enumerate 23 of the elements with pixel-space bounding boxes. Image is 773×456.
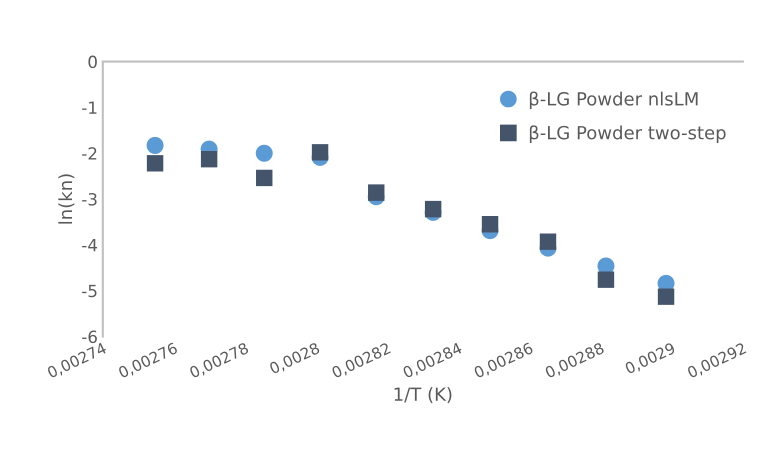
- point: [368, 184, 384, 201]
- y-tick-label: -6: [82, 330, 97, 344]
- y-tick-label: -1: [82, 102, 96, 114]
- point: [598, 271, 614, 288]
- point: [146, 136, 164, 154]
- legend-label: β-LG Powder nlsLM: [530, 92, 698, 110]
- y-axis-title: ln(kn): [58, 174, 74, 224]
- point: [146, 155, 164, 172]
- y-tick-label: -5: [82, 284, 96, 298]
- point: [424, 200, 442, 218]
- point: [200, 150, 218, 168]
- x-axis-title: 1/T (K): [394, 387, 452, 404]
- point: [256, 170, 272, 186]
- point: [540, 233, 556, 250]
- point: [658, 288, 674, 305]
- legend-label: β-LG Powder two-step: [530, 125, 726, 143]
- y-tick-label: -4: [82, 239, 98, 252]
- point: [312, 144, 328, 161]
- y-tick-label: -3: [82, 193, 97, 206]
- point: [482, 216, 498, 232]
- y-tick-label: 0: [88, 56, 97, 68]
- y-tick-label: -2: [82, 147, 96, 160]
- point: [256, 144, 273, 162]
